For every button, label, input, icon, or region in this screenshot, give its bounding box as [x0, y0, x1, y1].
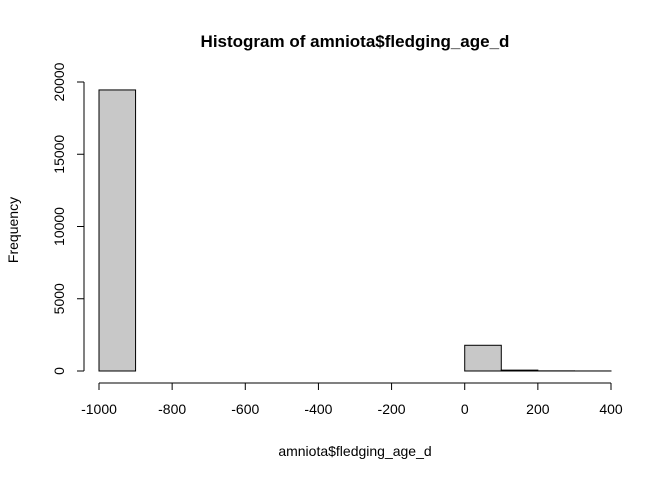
y-axis-label: Frequency: [5, 197, 21, 263]
x-tick-label: 200: [526, 401, 550, 417]
x-tick-label: 400: [599, 401, 623, 417]
y-tick-label: 10000: [51, 207, 67, 246]
histogram-bar: [500, 369, 539, 372]
y-tick-label: 0: [51, 367, 67, 375]
x-tick-label: -400: [304, 401, 332, 417]
x-axis: -1000 -800 -600 -400 -200 0 200 400: [81, 382, 623, 417]
y-tick-label: 5000: [51, 283, 67, 314]
histogram-bar: [464, 344, 502, 372]
histogram-bars: [98, 89, 612, 372]
x-tick-label: -600: [231, 401, 259, 417]
x-tick-label: 0: [461, 401, 469, 417]
histogram-bar: [98, 89, 137, 372]
x-axis-label: amniota$fledging_age_d: [278, 443, 431, 459]
x-tick-label: -1000: [81, 401, 117, 417]
x-tick-label: -200: [378, 401, 406, 417]
y-axis: 0 5000 10000 15000 20000: [51, 62, 85, 375]
y-tick-label: 20000: [51, 62, 67, 101]
x-tick-label: -800: [158, 401, 186, 417]
y-tick-label: 15000: [51, 135, 67, 174]
chart-title: Histogram of amniota$fledging_age_d: [201, 32, 510, 51]
